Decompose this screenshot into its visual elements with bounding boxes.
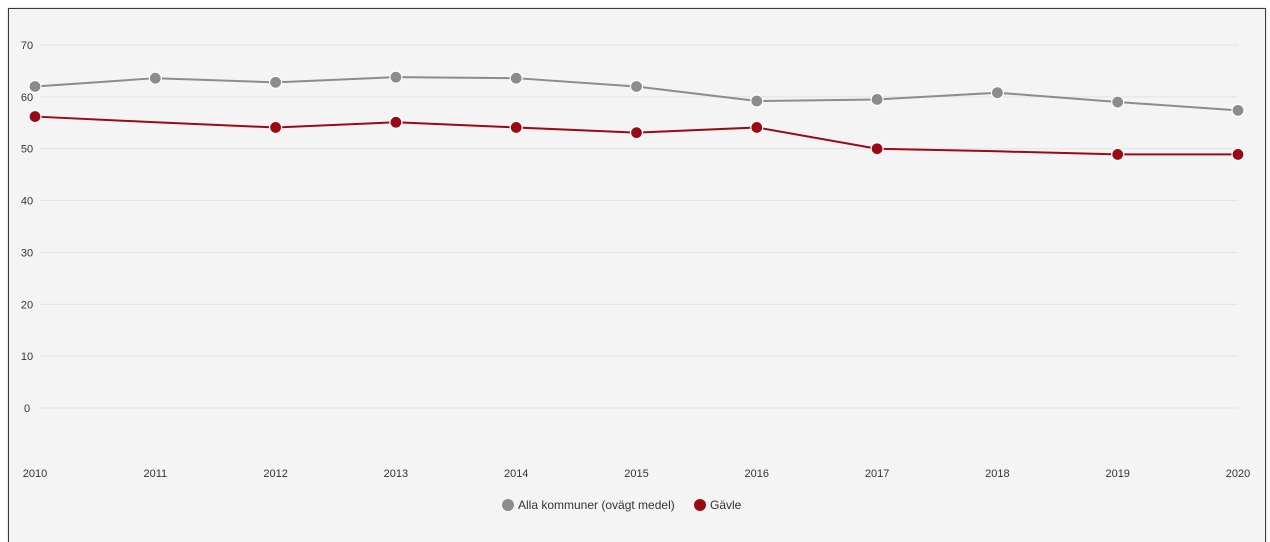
data-point[interactable] [1231,147,1245,162]
x-tick-label: 2011 [143,468,167,480]
data-point[interactable] [629,79,644,94]
y-tick-label: 0 [24,403,30,415]
data-point[interactable] [389,70,403,84]
data-point[interactable] [1111,147,1125,162]
x-axis: 2010 2011 2012 2013 2014 2015 2016 2017 2018 2019… [23,468,1250,480]
data-point[interactable] [28,109,42,124]
data-point[interactable] [269,120,283,135]
data-point[interactable] [28,79,42,94]
y-tick-label: 60 [21,92,33,104]
y-tick-label: 40 [21,196,33,208]
x-tick-label: 2019 [1105,468,1129,480]
data-point[interactable] [870,92,884,107]
x-tick-label: 2010 [23,468,47,480]
data-point[interactable] [1111,95,1125,109]
y-tick-label: 30 [21,247,33,259]
x-tick-label: 2012 [263,468,287,480]
data-point[interactable] [1231,103,1245,117]
data-point[interactable] [750,120,764,135]
x-tick-label: 2015 [624,468,648,480]
y-tick-label: 20 [21,299,33,311]
legend-label-1[interactable]: Gävle [710,498,742,512]
grid-lines [40,44,1238,409]
y-tick-label: 50 [21,144,33,156]
y-axis: 70 60 50 40 30 20 10 0 [21,40,33,415]
data-point[interactable] [389,115,403,129]
x-tick-label: 2017 [865,468,889,480]
data-point[interactable] [750,94,764,108]
series-markers [28,70,1245,162]
data-point[interactable] [148,71,162,85]
legend: Alla kommuner (ovägt medel) Gävle [502,498,742,512]
x-tick-label: 2014 [504,468,528,480]
data-point[interactable] [629,126,644,140]
legend-marker-1[interactable] [694,499,706,511]
y-tick-label: 10 [21,351,33,363]
data-point[interactable] [990,86,1005,100]
data-point[interactable] [509,120,523,135]
legend-marker-0[interactable] [502,499,514,511]
y-tick-label: 70 [21,40,33,52]
x-tick-label: 2016 [745,468,769,480]
legend-label-0[interactable]: Alla kommuner (ovägt medel) [518,498,675,512]
x-tick-label: 2013 [384,468,408,480]
x-tick-label: 2018 [985,468,1009,480]
data-point[interactable] [509,71,523,85]
data-point[interactable] [870,142,884,156]
x-tick-label: 2020 [1226,468,1250,480]
data-point[interactable] [269,75,283,89]
